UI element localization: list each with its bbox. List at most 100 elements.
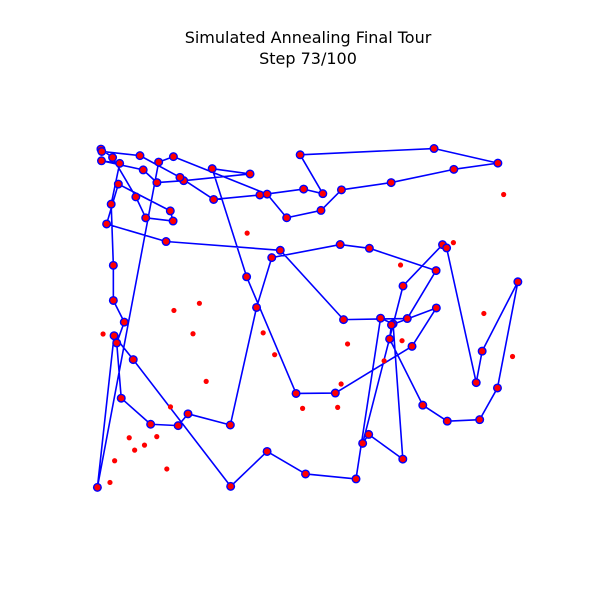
tour-point [299, 184, 309, 194]
tour-point [108, 260, 118, 270]
tour-point [402, 314, 412, 324]
tour-point [97, 146, 107, 156]
tour-point [513, 277, 523, 287]
unvisited-point [450, 240, 456, 246]
tour-point [226, 481, 236, 491]
tour-point [113, 179, 123, 189]
tour-point [207, 164, 217, 174]
tour-point [335, 240, 345, 250]
tour-path-line [96, 147, 519, 488]
tour-point [242, 272, 252, 282]
unvisited-point [509, 353, 516, 360]
unvisited-point [481, 310, 487, 317]
tour-point [267, 253, 277, 263]
tour-point [255, 190, 265, 200]
tour-point [131, 192, 141, 202]
tour-point [442, 416, 452, 426]
tour-point [301, 469, 311, 479]
tour-point [112, 338, 122, 348]
tour-point [245, 169, 255, 179]
tour-point [477, 346, 487, 356]
tour-point [252, 302, 262, 312]
tour-point [262, 189, 272, 199]
tour-point [135, 151, 145, 161]
tour-point [449, 164, 459, 174]
tour-point [358, 438, 368, 448]
chart-subtitle: Step 73/100 [259, 49, 357, 68]
unvisited-point [299, 405, 306, 411]
tour-point [386, 320, 396, 330]
unvisited-point [171, 307, 177, 314]
unvisited-point [112, 458, 118, 464]
unvisited-point [190, 331, 196, 337]
tour-point [493, 158, 503, 168]
unvisited-point [203, 378, 209, 384]
tour-point [119, 317, 129, 327]
tour-point [108, 153, 118, 163]
unvisited-point [501, 191, 507, 198]
tour-point [262, 446, 272, 456]
tour-point [128, 355, 138, 365]
tour-point [102, 219, 112, 229]
unvisited-point [338, 381, 344, 387]
tour-point [106, 199, 116, 209]
tour-point [418, 400, 428, 410]
unvisited-point [196, 300, 202, 306]
tour-point [330, 388, 340, 398]
tour-point [115, 158, 125, 168]
unvisited-point [244, 230, 250, 236]
tour-point [209, 194, 219, 204]
tour-point [168, 152, 178, 162]
unvisited-point [397, 262, 404, 268]
tour-point [168, 216, 178, 226]
tour-point [165, 206, 175, 216]
tour-point [431, 266, 441, 276]
unvisited-point [399, 338, 405, 344]
tour-point [92, 482, 102, 492]
unvisited-point [126, 435, 132, 441]
tour-point [376, 313, 386, 323]
unvisited-point [167, 404, 174, 410]
tour-point [398, 281, 408, 291]
tour-point [492, 383, 502, 393]
unvisited-point [381, 358, 387, 364]
unvisited-layer [100, 191, 516, 486]
tour-point [183, 409, 193, 419]
tour-point [173, 421, 183, 431]
tour-point [109, 331, 119, 341]
tour-point [116, 393, 126, 403]
chart-title: Simulated Annealing Final Tour [185, 28, 432, 47]
tour-point [442, 243, 452, 253]
tour-point [398, 454, 408, 464]
tour-point [471, 378, 481, 388]
tour-point [154, 157, 164, 167]
tour-point [295, 150, 305, 160]
tour-point [316, 205, 326, 215]
tour-point [364, 243, 374, 253]
unvisited-point [344, 341, 351, 347]
tour-point [96, 156, 106, 166]
tour-point [141, 213, 151, 223]
tour-point [291, 388, 301, 398]
unvisited-point [164, 466, 170, 472]
unvisited-point [272, 352, 278, 358]
unvisited-point [141, 442, 148, 448]
tour-point [431, 303, 441, 313]
tour-point [146, 419, 156, 429]
unvisited-point [132, 447, 138, 453]
tour-point [385, 334, 395, 344]
unvisited-point [260, 330, 266, 336]
tour-point [386, 178, 396, 188]
tour-layer [92, 144, 523, 492]
tour-point [351, 474, 361, 484]
unvisited-point [335, 404, 341, 410]
tour-point [152, 178, 162, 188]
tour-point [282, 213, 292, 223]
tour-point [429, 144, 439, 154]
unvisited-point [100, 331, 106, 337]
tour-point [161, 237, 171, 247]
tour-point [275, 245, 285, 255]
tour-point [407, 341, 417, 351]
